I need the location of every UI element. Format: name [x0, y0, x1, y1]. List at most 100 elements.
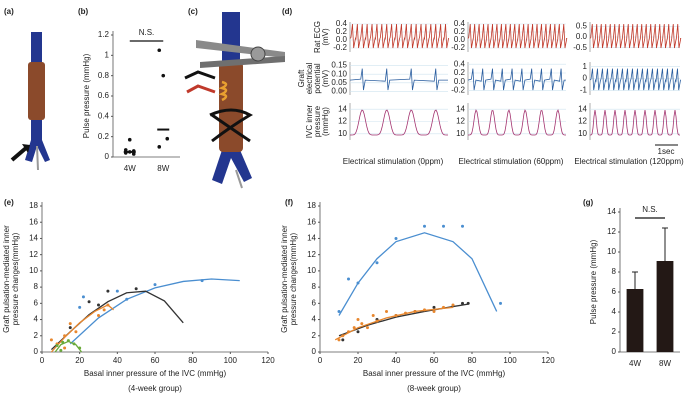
y-tick-label: 16: [29, 217, 38, 226]
panel-label: (a): [4, 7, 14, 16]
fit-curve: [334, 306, 454, 341]
data-point: [442, 224, 445, 228]
data-point: [68, 322, 72, 326]
data-point: [87, 300, 91, 304]
data-point: [78, 346, 82, 350]
data-point: [161, 73, 166, 78]
data-point: [55, 344, 59, 348]
y-tick-label: -1: [580, 85, 588, 94]
y-tick-label: 0.0: [336, 35, 348, 44]
y-tick-label: 6: [312, 298, 317, 307]
x-tick-label: 120: [541, 356, 555, 365]
y-tick-label: 0.4: [98, 111, 110, 120]
y-tick-label: 0: [312, 347, 317, 356]
trace: [349, 23, 450, 49]
data-point: [347, 277, 350, 281]
y-tick-label: 14: [29, 234, 38, 243]
y-tick-label: 0.15: [331, 61, 347, 70]
axis-line: [41, 202, 268, 353]
x-tick-label: 0: [40, 356, 45, 365]
y-tick-label: 0.4: [454, 19, 466, 28]
data-point: [74, 330, 78, 334]
trace: [350, 109, 448, 136]
y-tick-label: 0.5: [576, 21, 588, 30]
row-label: (mmHg): [321, 107, 330, 136]
y-axis-label: pressure changes(mmHg): [289, 232, 298, 325]
x-tick-label: 20: [354, 356, 363, 365]
panel-label: (e): [4, 198, 14, 207]
data-point: [106, 289, 110, 293]
x-tick-label: 0: [318, 356, 323, 365]
caption: Electrical stimulation (0ppm): [343, 157, 444, 166]
y-tick-label: 0.4: [454, 59, 466, 68]
y-tick-label: 0.00: [331, 87, 347, 96]
x-tick-label: 8W: [157, 164, 169, 173]
caption: Electrical stimulation (120ppm): [574, 157, 684, 166]
x-tick-label: 4W: [124, 164, 136, 173]
data-point: [127, 137, 132, 142]
annotation: N.S.: [139, 28, 155, 37]
x-tick-label: 40: [392, 356, 401, 365]
data-point: [157, 145, 162, 149]
y-tick-label: 0: [34, 347, 39, 356]
y-tick-label: 0.2: [336, 27, 348, 36]
row-label: Graft: [297, 69, 306, 88]
y-tick-label: 10: [338, 129, 347, 138]
data-point: [375, 319, 379, 323]
panel-label: (d): [282, 7, 293, 16]
trace: [589, 23, 682, 49]
data-point: [352, 326, 356, 330]
y-tick-label: 10: [456, 129, 465, 138]
y-tick-label: 8: [312, 282, 317, 291]
data-point: [337, 338, 341, 342]
data-point: [461, 224, 464, 228]
y-tick-label: -0.2: [451, 43, 465, 52]
y-tick-label: 0: [583, 74, 588, 83]
data-point: [200, 279, 204, 283]
data-point: [394, 236, 398, 240]
data-point: [432, 309, 436, 313]
trace: [468, 109, 566, 136]
y-tick-label: 2: [612, 327, 617, 336]
row-label: potential: [313, 63, 322, 93]
x-tick-label: 4W: [629, 359, 641, 368]
y-tick-label: 18: [29, 201, 38, 210]
data-point: [157, 48, 162, 53]
y-axis-label: pressure changes(mmHg): [11, 232, 20, 325]
row-label: pressure: [313, 105, 322, 137]
data-point: [423, 308, 426, 312]
y-tick-label: -0.2: [333, 43, 347, 52]
fit-curve: [338, 303, 469, 337]
panel-label: (f): [285, 198, 293, 207]
data-point: [49, 338, 53, 342]
row-label: (mV): [321, 28, 330, 46]
data-point: [360, 322, 364, 326]
data-point: [97, 303, 100, 307]
chart-subtitle: (8-week group): [407, 384, 461, 393]
y-tick-label: 4: [312, 315, 317, 324]
y-tick-label: 0.05: [331, 78, 347, 87]
scale-bar-label: 1sec: [658, 147, 675, 156]
y-tick-label: 0.10: [331, 69, 347, 78]
y-tick-label: 14: [456, 104, 465, 113]
error-bar: [662, 227, 668, 261]
data-point: [385, 309, 388, 313]
caption: Electrical stimulation (60ppm): [459, 157, 564, 166]
data-point: [404, 311, 407, 315]
y-tick-label: 10: [29, 266, 38, 275]
data-point: [106, 303, 110, 307]
y-tick-label: 10: [307, 266, 316, 275]
data-point: [115, 289, 119, 293]
y-axis-label: Pulse pressure (mmHg): [589, 239, 598, 324]
y-tick-label: 1: [583, 62, 588, 71]
bar: [626, 289, 644, 352]
x-tick-label: 8W: [659, 359, 671, 368]
y-tick-label: 6: [34, 298, 39, 307]
y-tick-label: 14: [607, 207, 616, 216]
data-point: [423, 224, 426, 228]
trace: [590, 109, 680, 136]
data-point: [61, 340, 65, 344]
y-tick-label: 18: [307, 201, 316, 210]
row-label: IVC inner: [305, 104, 314, 138]
